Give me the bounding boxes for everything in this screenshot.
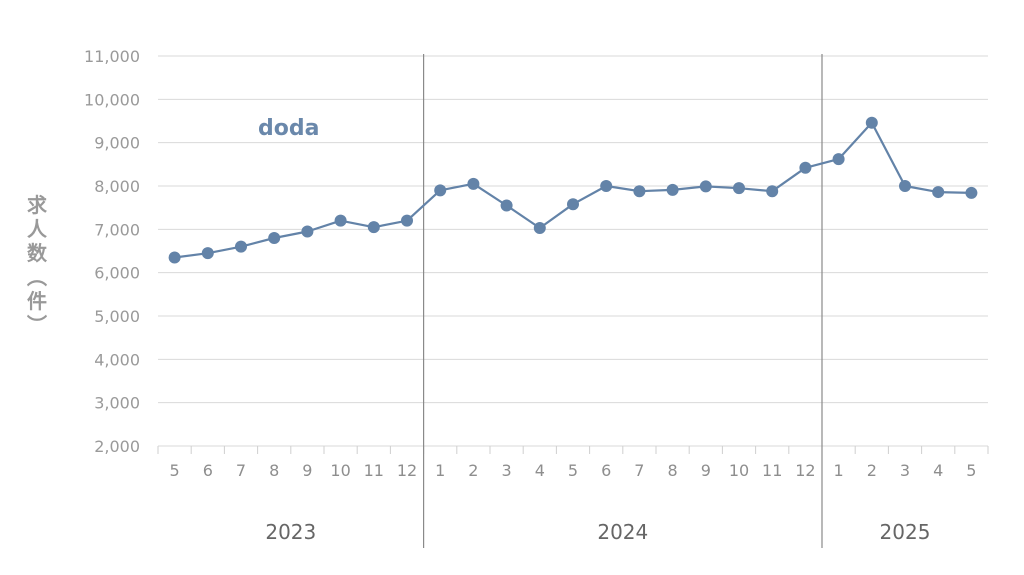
y-axis-label-char: 件 bbox=[27, 289, 47, 313]
data-point bbox=[799, 161, 812, 174]
y-tick-label: 9,000 bbox=[94, 134, 140, 153]
y-tick-label: 4,000 bbox=[94, 350, 140, 369]
x-tick-label: 5 bbox=[170, 461, 180, 480]
y-tick-label: 10,000 bbox=[84, 90, 140, 109]
data-point bbox=[832, 153, 845, 166]
x-axis: 5 6 7 8 9 10 11 12 1 2 3 4 5 6 7 8 9 10 11 12 1 2 3 4 5 bbox=[157, 446, 989, 480]
x-tick-label: 7 bbox=[236, 461, 246, 480]
x-tick-label: 6 bbox=[601, 461, 611, 480]
x-tick-label: 8 bbox=[668, 461, 678, 480]
y-axis-label-char: 求 bbox=[27, 193, 48, 217]
y-axis-label-char: ︶ bbox=[27, 313, 47, 337]
x-tick-label: 12 bbox=[397, 461, 417, 480]
x-tick-label: 10 bbox=[729, 461, 749, 480]
series-label: doda bbox=[258, 116, 319, 141]
x-tick-label: 4 bbox=[535, 461, 545, 480]
data-point bbox=[367, 221, 380, 234]
data-point bbox=[567, 198, 579, 211]
x-tick-label: 9 bbox=[302, 461, 312, 480]
y-tick-label: 11,000 bbox=[84, 47, 140, 66]
x-tick-label: 3 bbox=[502, 461, 512, 480]
x-tick-label: 12 bbox=[795, 461, 815, 480]
data-point bbox=[467, 177, 480, 190]
y-tick-label: 3,000 bbox=[94, 394, 140, 413]
year-label: 2024 bbox=[597, 520, 648, 544]
y-tick-label: 7,000 bbox=[94, 220, 140, 239]
x-tick-label: 7 bbox=[634, 461, 644, 480]
data-point bbox=[301, 225, 314, 238]
data-point bbox=[201, 247, 214, 260]
y-axis-tick-labels: 2,000 3,000 4,000 5,000 6,000 7,000 8,000 9,000… bbox=[84, 47, 140, 456]
data-point bbox=[235, 240, 247, 253]
y-axis-label-char: ︵ bbox=[27, 265, 47, 289]
data-point bbox=[733, 182, 745, 195]
year-label: 2025 bbox=[880, 520, 931, 544]
x-tick-label: 8 bbox=[269, 461, 279, 480]
x-tick-label: 11 bbox=[364, 461, 384, 480]
x-tick-label: 1 bbox=[435, 461, 445, 480]
x-tick-label: 6 bbox=[203, 461, 213, 480]
data-point bbox=[899, 180, 911, 192]
y-axis-label-char: 数 bbox=[27, 241, 48, 265]
x-tick-label: 11 bbox=[762, 461, 782, 480]
data-point bbox=[965, 186, 978, 199]
year-labels: 2023 2024 2025 bbox=[265, 520, 930, 544]
data-point bbox=[500, 199, 513, 212]
data-point bbox=[932, 186, 945, 199]
x-tick-label: 5 bbox=[966, 461, 976, 480]
x-tick-label: 2 bbox=[468, 461, 478, 480]
x-tick-label: 5 bbox=[568, 461, 578, 480]
x-tick-label: 3 bbox=[900, 461, 910, 480]
y-tick-label: 5,000 bbox=[94, 307, 140, 326]
y-tick-label: 2,000 bbox=[94, 437, 140, 456]
y-tick-label: 8,000 bbox=[94, 177, 140, 196]
data-point bbox=[334, 214, 347, 227]
y-axis-label: 求人数︵件︶ bbox=[27, 193, 48, 337]
data-point bbox=[434, 184, 447, 197]
data-point bbox=[666, 183, 679, 196]
data-point bbox=[865, 116, 878, 129]
data-point bbox=[600, 180, 613, 192]
data-point bbox=[533, 222, 546, 235]
data-point bbox=[633, 185, 646, 198]
y-axis-label-char: 人 bbox=[27, 217, 48, 241]
x-tick-label: 9 bbox=[701, 461, 711, 480]
y-tick-label: 6,000 bbox=[94, 264, 140, 283]
gridlines bbox=[158, 55, 988, 447]
year-label: 2023 bbox=[265, 520, 316, 544]
year-dividers bbox=[423, 54, 823, 548]
data-point bbox=[699, 180, 712, 193]
x-tick-label: 2 bbox=[867, 461, 877, 480]
data-point bbox=[766, 185, 779, 198]
data-point bbox=[401, 214, 413, 227]
data-point bbox=[168, 251, 181, 264]
series-group bbox=[168, 116, 978, 264]
x-tick-label: 1 bbox=[834, 461, 844, 480]
data-point bbox=[268, 232, 281, 244]
x-tick-label: 10 bbox=[330, 461, 350, 480]
x-tick-label: 4 bbox=[933, 461, 943, 480]
